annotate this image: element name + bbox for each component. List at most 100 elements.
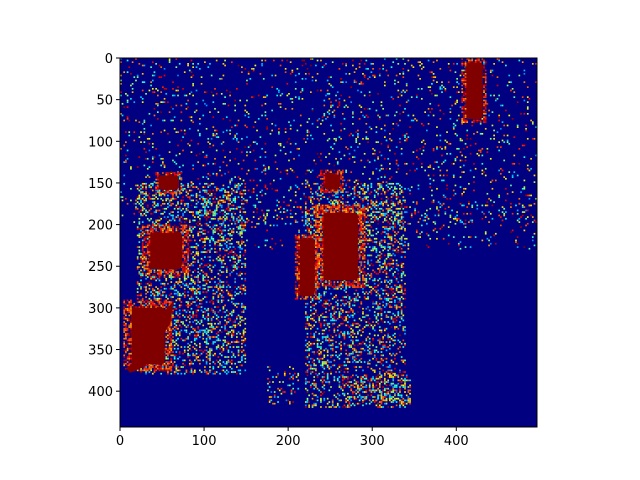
heatmap-cell [237,232,240,235]
heatmap-cell [357,146,359,148]
heatmap-cell [230,314,233,317]
heatmap-cell [180,372,183,375]
heatmap-cell [352,116,354,118]
heatmap-cell [175,197,178,200]
heatmap-cell [167,197,169,200]
heatmap-cell [190,341,193,343]
heatmap-cell [158,276,161,278]
heatmap-cell [279,144,282,147]
heatmap-cell [456,119,458,122]
heatmap-cell [136,281,139,283]
heatmap-cell [241,167,243,170]
heatmap-cell [212,182,215,185]
heatmap-cell [530,119,532,122]
heatmap-cell [392,192,395,195]
heatmap-cell [237,162,240,165]
heatmap-cell [192,194,194,197]
heatmap-cell [148,142,151,145]
heatmap-cell [225,191,228,193]
heatmap-cell [172,351,174,353]
heatmap-cell [316,207,319,210]
heatmap-cell [484,107,487,110]
heatmap-cell [323,211,326,213]
heatmap-cell [498,119,501,122]
heatmap-cell [167,216,169,218]
heatmap-cell [375,272,378,275]
heatmap-cell [205,189,208,192]
heatmap-cell [422,197,425,200]
heatmap-cell [353,189,356,192]
heatmap-cell [237,354,240,357]
heatmap-cell [394,234,396,237]
heatmap-cell [209,216,211,218]
heatmap-cell [397,222,400,225]
heatmap-cell [212,372,215,375]
heatmap-cell [220,229,223,232]
heatmap-cell [375,216,378,218]
heatmap-cell [182,199,184,202]
heatmap-cell [385,264,388,267]
heatmap-cell [410,96,413,98]
heatmap-cell [138,266,141,268]
heatmap-cell [525,124,527,127]
heatmap-cell [165,197,168,200]
heatmap-cell [143,207,146,210]
heatmap-cell [232,321,235,323]
heatmap-cell [229,181,231,183]
heatmap-cell [140,141,142,143]
heatmap-cell [461,154,464,157]
heatmap-cell [368,214,371,217]
heatmap-cell [140,294,142,297]
heatmap-cell [138,282,141,285]
heatmap-cell [225,356,228,358]
heatmap-cell [432,79,435,82]
heatmap-cell [279,171,282,173]
heatmap-cell [362,222,364,225]
heatmap-cell [125,154,127,157]
heatmap-cell [239,291,242,293]
heatmap-cell [459,219,462,222]
heatmap-cell [420,97,423,100]
heatmap-cell [146,299,149,302]
heatmap-cell [227,356,230,358]
heatmap-cell [207,256,210,258]
heatmap-cell [209,209,211,212]
heatmap-cell [236,316,238,318]
heatmap-cell [156,189,159,192]
heatmap-cell [158,277,161,280]
heatmap-cell [141,191,144,193]
heatmap-cell [434,76,437,78]
heatmap-cell [207,372,210,375]
heatmap-cell [120,61,122,63]
heatmap-cell [389,234,391,237]
heatmap-cell [173,289,176,292]
heatmap-cell [234,324,237,327]
heatmap-cell [378,184,381,187]
heatmap-cell [262,164,265,167]
heatmap-cell [190,362,193,365]
heatmap-cell [489,181,492,183]
heatmap-cell [400,217,403,220]
heatmap-cell [153,371,156,373]
heatmap-cell [291,101,294,103]
heatmap-cell [197,234,200,237]
heatmap-cell [204,341,206,343]
heatmap-cell [498,58,501,60]
heatmap-cell [352,112,354,115]
heatmap-cell [170,197,173,200]
heatmap-cell [304,172,307,175]
heatmap-cell [205,337,208,340]
heatmap-cell [392,97,395,100]
heatmap-cell [447,66,450,68]
heatmap-cell [136,187,139,190]
heatmap-cell [316,152,319,155]
heatmap-cell [192,331,194,333]
heatmap-cell [368,177,371,180]
heatmap-cell [230,126,233,128]
heatmap-cell [347,191,349,193]
heatmap-cell [505,109,507,112]
heatmap-cell [153,202,156,205]
heatmap-cell [234,281,237,283]
heatmap-cell [173,127,176,130]
heatmap-cell [227,204,230,207]
